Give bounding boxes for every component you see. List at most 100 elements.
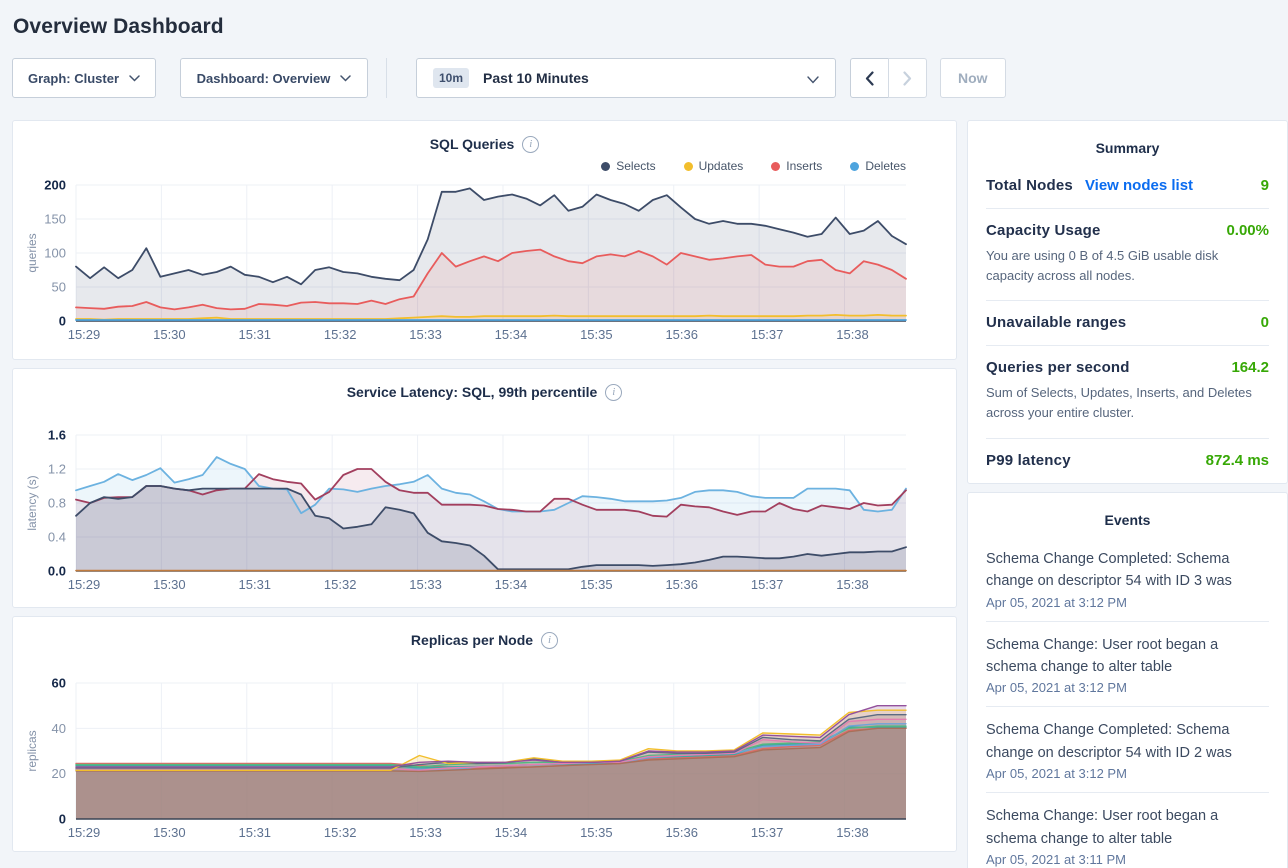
legend-dot <box>771 161 781 171</box>
svg-text:60: 60 <box>52 676 66 691</box>
svg-text:0: 0 <box>59 314 66 329</box>
time-range-label: Past 10 Minutes <box>483 70 589 86</box>
metric-value: 164.2 <box>1231 359 1269 377</box>
svg-text:15:37: 15:37 <box>751 577 784 592</box>
metric-value: 872.4 ms <box>1205 451 1269 469</box>
service-latency-chart[interactable]: 15:29 15:30 15:31 15:32 15:33 15:34 15:35 15:36… <box>22 427 947 610</box>
event-timestamp: Apr 05, 2021 at 3:11 PM <box>986 852 1126 868</box>
time-prev-button[interactable] <box>850 58 889 98</box>
divider <box>986 620 1269 622</box>
svg-text:15:37: 15:37 <box>751 327 784 342</box>
legend-item-inserts: Inserts <box>771 159 822 173</box>
divider <box>986 706 1269 708</box>
sql-queries-panel: SQL Queries i Selects Updates Inserts De… <box>12 120 957 360</box>
event-timestamp: Apr 05, 2021 at 3:12 PM <box>986 594 1127 610</box>
info-icon[interactable]: i <box>541 631 559 649</box>
metric-description: Sum of Selects, Updates, Inserts, and De… <box>986 385 1252 421</box>
replicas-per-node-chart[interactable]: 15:29 15:30 15:31 15:32 15:33 15:34 15:35 15:36… <box>22 675 947 858</box>
chevron-down-icon <box>129 74 140 82</box>
svg-text:15:31: 15:31 <box>239 825 272 840</box>
events-title: Events <box>1104 511 1151 528</box>
svg-text:1.2: 1.2 <box>48 462 66 477</box>
graph-dropdown[interactable]: Graph: Cluster <box>12 58 156 98</box>
time-range-badge: 10m <box>433 68 470 88</box>
sql-queries-chart[interactable]: 15:29 15:30 15:31 15:32 15:33 15:34 15:35 15:36… <box>22 177 947 360</box>
metric-capacity-usage: Capacity Usage 0.00% You are using 0 B o… <box>986 209 1269 300</box>
side-column: Summary Total Nodes View nodes list 9 Ca… <box>967 120 1288 868</box>
metric-total-nodes: Total Nodes View nodes list 9 <box>986 177 1269 194</box>
metric-value: 0 <box>1260 314 1269 332</box>
summary-panel: Summary Total Nodes View nodes list 9 Ca… <box>967 120 1288 484</box>
divider <box>986 345 1269 347</box>
svg-text:20: 20 <box>52 766 66 781</box>
svg-text:15:34: 15:34 <box>495 577 528 592</box>
time-range-dropdown[interactable]: 10m Past 10 Minutes <box>416 58 836 98</box>
svg-text:15:33: 15:33 <box>409 577 442 592</box>
svg-text:0: 0 <box>59 812 66 827</box>
svg-text:replicas: replicas <box>25 730 39 771</box>
svg-text:15:33: 15:33 <box>409 825 442 840</box>
svg-text:15:35: 15:35 <box>580 825 613 840</box>
event-item: Schema Change: User root began a schema … <box>986 793 1269 868</box>
divider <box>986 208 1269 209</box>
svg-text:40: 40 <box>52 721 66 736</box>
svg-text:200: 200 <box>44 178 66 193</box>
svg-text:15:35: 15:35 <box>580 577 613 592</box>
event-item: Schema Change Completed: Schema change o… <box>986 707 1269 792</box>
svg-text:15:32: 15:32 <box>324 327 357 342</box>
divider <box>986 300 1269 302</box>
svg-text:15:29: 15:29 <box>68 577 101 592</box>
charts-column: SQL Queries i Selects Updates Inserts De… <box>12 120 957 852</box>
time-nav-buttons <box>850 58 927 98</box>
graph-dropdown-label: Graph: Cluster <box>27 70 119 86</box>
legend-dot <box>683 161 693 171</box>
time-next-button[interactable] <box>888 58 927 98</box>
svg-text:15:32: 15:32 <box>324 577 357 592</box>
info-icon[interactable]: i <box>605 383 623 401</box>
legend-item-selects: Selects <box>601 159 656 173</box>
summary-title: Summary <box>1095 140 1160 156</box>
divider <box>986 792 1269 794</box>
svg-text:15:35: 15:35 <box>580 327 613 342</box>
svg-text:15:36: 15:36 <box>665 327 698 342</box>
svg-text:15:38: 15:38 <box>836 825 869 840</box>
legend-item-deletes: Deletes <box>850 159 906 173</box>
chart-title: Replicas per Node <box>410 632 534 648</box>
svg-text:15:36: 15:36 <box>665 825 698 840</box>
dashboard-content: SQL Queries i Selects Updates Inserts De… <box>0 98 1288 868</box>
dashboard-dropdown[interactable]: Dashboard: Overview <box>180 58 368 98</box>
legend-dot <box>601 161 611 171</box>
svg-text:15:29: 15:29 <box>68 825 101 840</box>
divider <box>986 437 1269 439</box>
svg-text:latency (s): latency (s) <box>25 475 39 530</box>
svg-text:15:38: 15:38 <box>836 327 869 342</box>
svg-text:15:34: 15:34 <box>495 825 528 840</box>
event-item: Schema Change: User root began a schema … <box>986 622 1269 707</box>
event-timestamp: Apr 05, 2021 at 3:12 PM <box>986 766 1127 782</box>
metric-unavailable-ranges: Unavailable ranges 0 <box>986 314 1269 332</box>
legend-dot <box>850 161 860 171</box>
chevron-down-icon <box>807 76 819 84</box>
svg-text:15:30: 15:30 <box>153 825 186 840</box>
now-button[interactable]: Now <box>940 58 1006 98</box>
metric-value: 0.00% <box>1226 222 1269 239</box>
svg-text:15:31: 15:31 <box>239 327 272 342</box>
event-item: Schema Change Completed: Schema change o… <box>986 536 1269 621</box>
svg-text:0.4: 0.4 <box>48 530 66 545</box>
legend-item-updates: Updates <box>683 159 743 173</box>
svg-text:150: 150 <box>44 212 66 227</box>
info-icon[interactable]: i <box>522 135 540 153</box>
page-title: Overview Dashboard <box>13 15 224 38</box>
svg-text:0.8: 0.8 <box>48 496 66 511</box>
chevron-left-icon <box>865 70 874 86</box>
metric-value: 9 <box>1260 177 1269 194</box>
view-nodes-list-link[interactable]: View nodes list <box>1084 177 1194 194</box>
svg-text:1.6: 1.6 <box>48 428 66 443</box>
replicas-per-node-panel: Replicas per Node i 15:29 15:30 15:31 15:32… <box>12 616 957 852</box>
svg-text:15:32: 15:32 <box>324 825 357 840</box>
chart-title: Service Latency: SQL, 99th percentile <box>346 384 598 400</box>
chart-legend: Selects Updates Inserts Deletes <box>22 155 947 177</box>
svg-text:15:33: 15:33 <box>409 327 442 342</box>
svg-text:15:31: 15:31 <box>239 577 272 592</box>
svg-text:50: 50 <box>52 280 66 295</box>
